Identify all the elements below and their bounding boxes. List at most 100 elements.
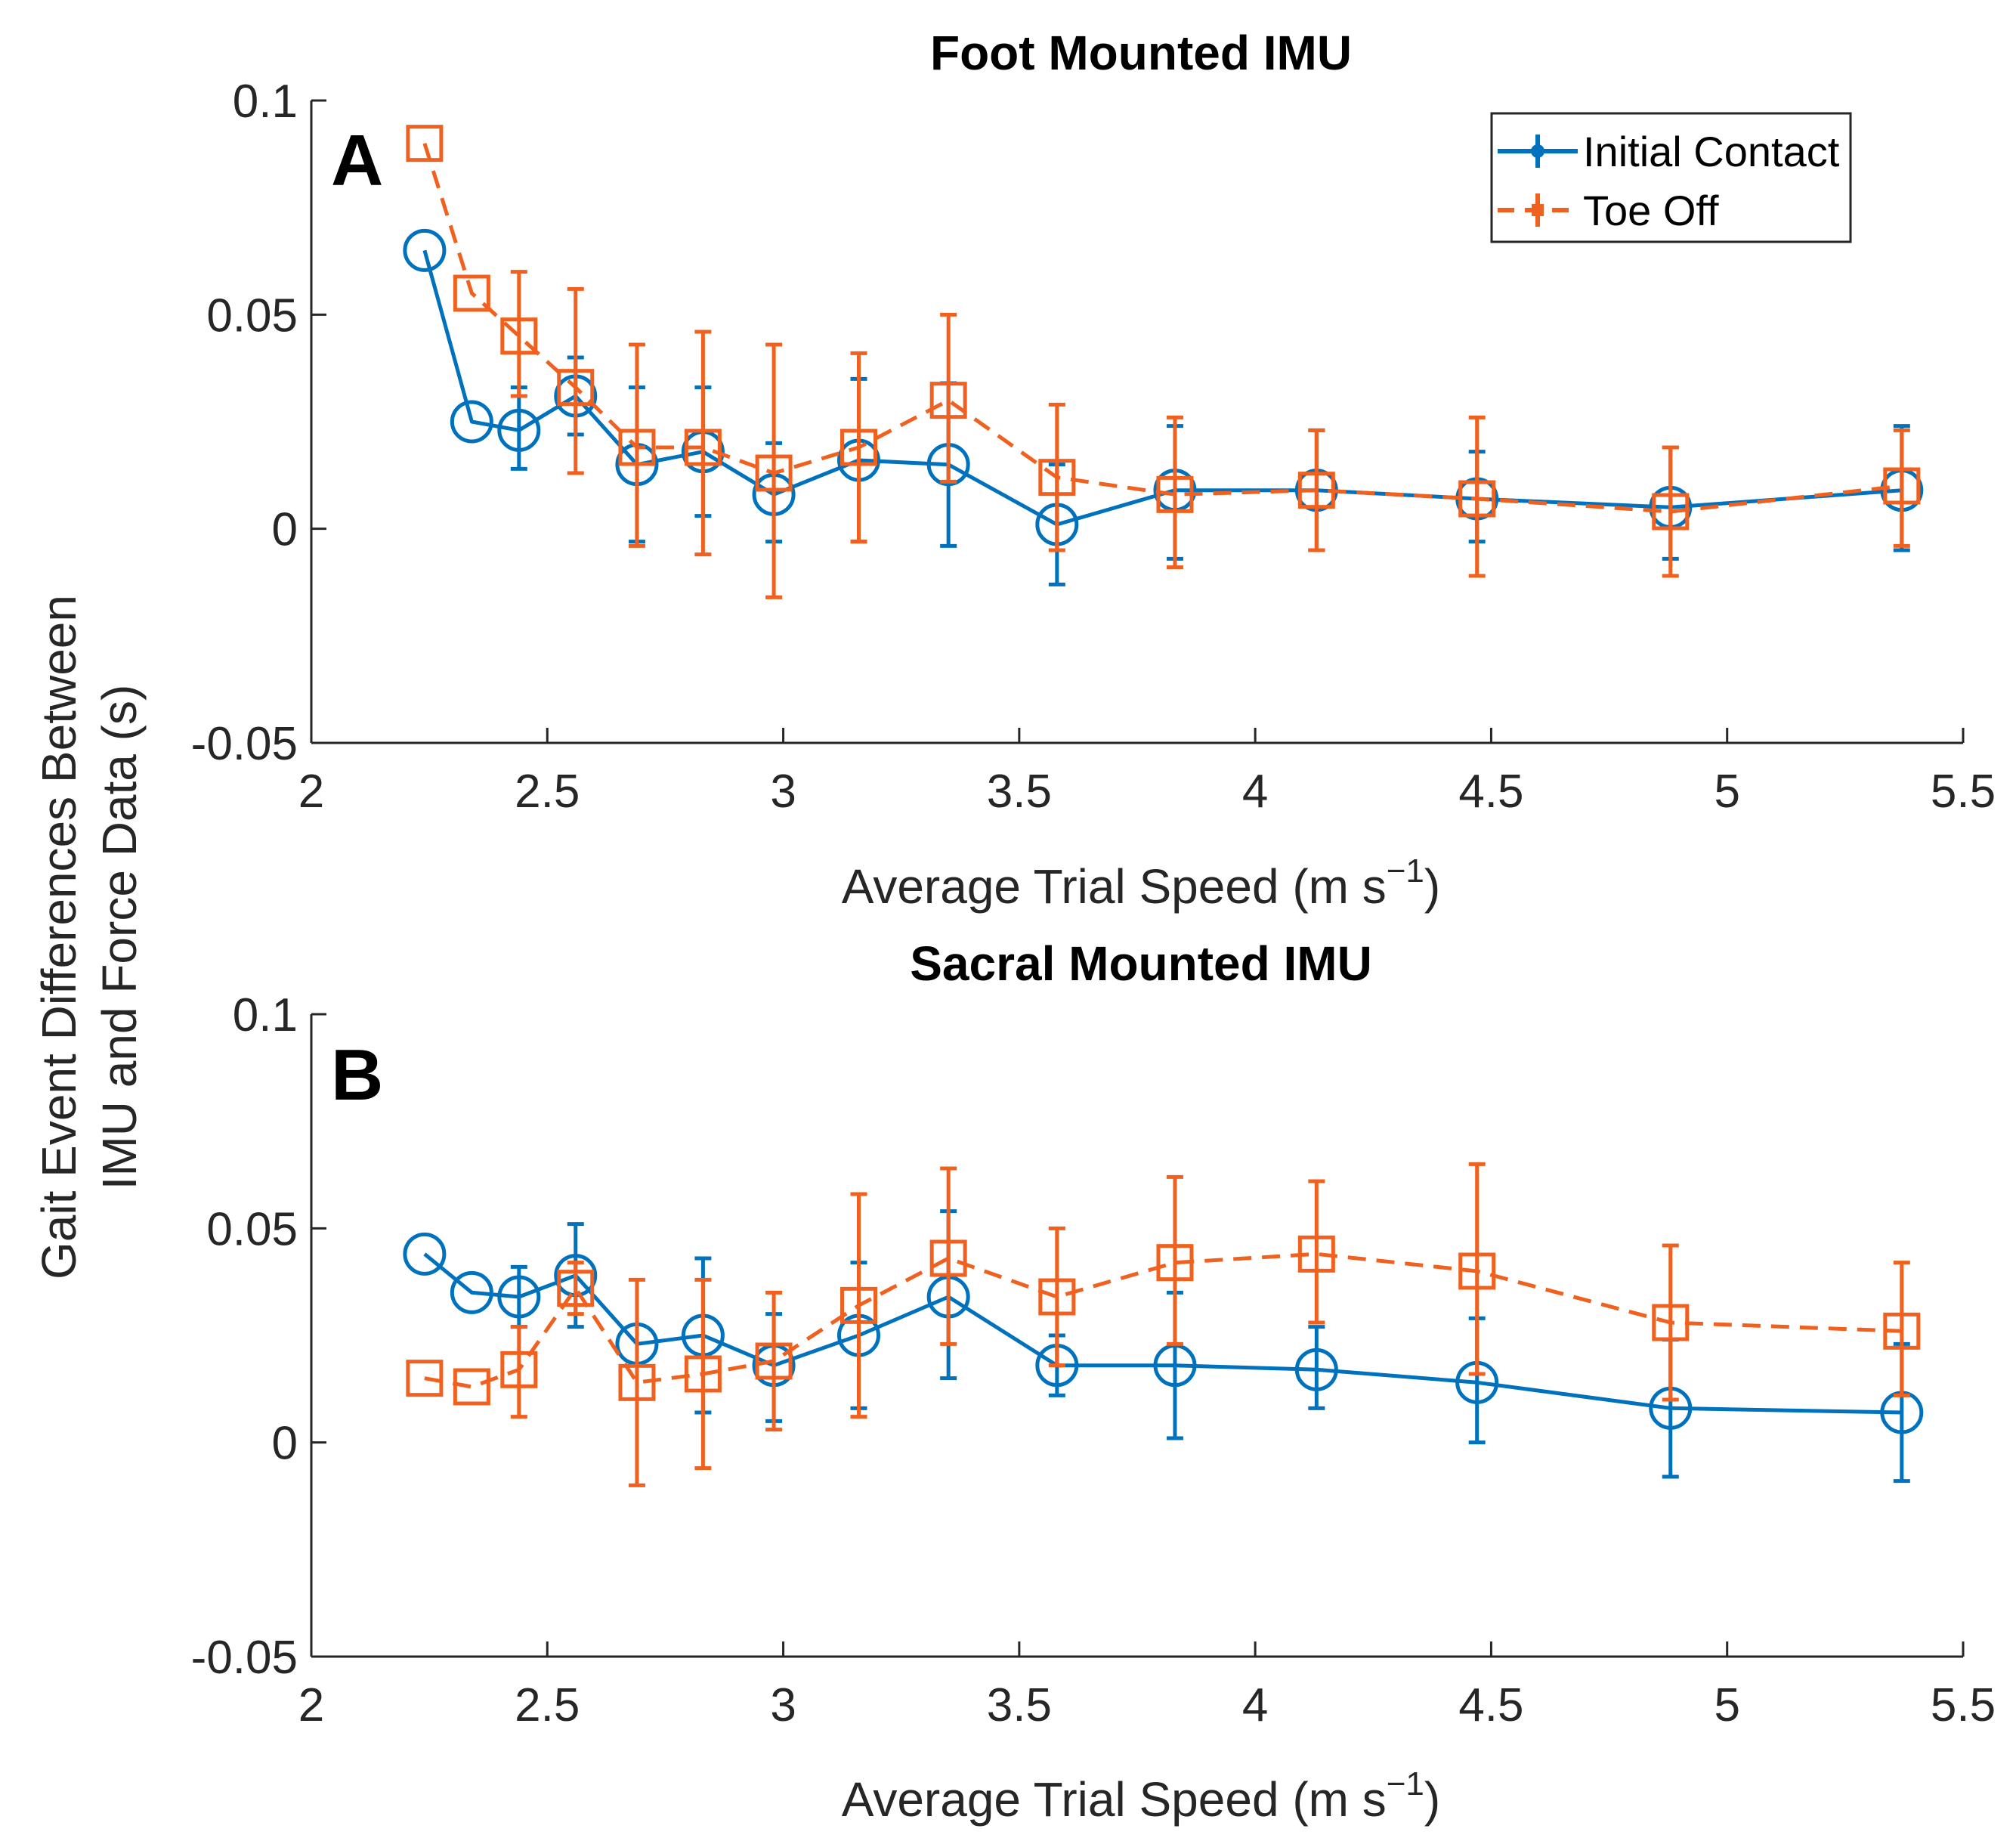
panel-a-toe-off-point: [1156, 475, 1194, 513]
panel-b-initial-contact-point: [1294, 1347, 1338, 1391]
panel-b-x-axis-label: Average Trial Speed (m s−1): [842, 1765, 1440, 1827]
panel-a-y-tick-label: 0.1: [233, 76, 298, 128]
panel-b-toe-off-point: [500, 1351, 538, 1388]
panel-b-initial-contact-errorbar: [1308, 1325, 1325, 1410]
panel-a-toe-off-errorbar: [1308, 428, 1325, 552]
legend-toe-off-label: Toe Off: [1583, 187, 1719, 234]
panel-b-letter: B: [331, 1035, 383, 1115]
panel-a-x-tick-label: 4.5: [1458, 766, 1523, 818]
y-axis-label-line2: IMU and Force Data (s): [92, 685, 147, 1190]
y-axis-label-line1: Gait Event Differences Between: [32, 595, 86, 1279]
panel-a-toe-off-errorbar: [510, 270, 527, 398]
panel-a-toe-off-errorbar: [1468, 415, 1486, 578]
panel-b-toe-off-errorbar: [1468, 1162, 1486, 1376]
panel-b-x-axis-label-close: ): [1424, 1772, 1440, 1827]
panel-b-toe-off-point: [929, 1239, 967, 1277]
panel-a-x-axis-label-exponent: −1: [1387, 852, 1424, 890]
panel-a-toe-off-errorbar: [765, 342, 783, 599]
panel-b-toe-off-errorbar: [1308, 1179, 1325, 1325]
panel-b-toe-off-errorbar: [694, 1277, 712, 1471]
panel-a-toe-off-errorbar: [1893, 428, 1910, 548]
panel-a-x-tick-label: 3.5: [987, 766, 1052, 818]
legend-initial-contact-marker: [1531, 144, 1544, 158]
panel-a-x-axis-label: Average Trial Speed (m s−1): [842, 852, 1440, 914]
panel-b-toe-off-point: [1883, 1312, 1921, 1350]
panel-a-toe-off-point: [453, 274, 490, 312]
panel-a-x-axis-label-main: Average Trial Speed (m s: [842, 859, 1387, 914]
panel-a-toe-off-point: [500, 317, 538, 355]
panel-a-x-tick-label: 2.5: [515, 766, 580, 818]
panel-a-x-tick-label: 3: [770, 766, 796, 818]
panel-b-x-axis-label-main: Average Trial Speed (m s: [842, 1772, 1387, 1827]
panel-a-title: Foot Mounted IMU: [930, 26, 1352, 80]
panel-b-toe-off-point: [755, 1342, 793, 1380]
panel-a-toe-off-point: [929, 382, 967, 419]
panel-a-toe-off-errorbar: [567, 286, 584, 475]
panel-b-toe-off-errorbar: [1048, 1226, 1065, 1368]
panel-a-toe-off-point: [1652, 493, 1690, 531]
legend-toe-off-marker: [1532, 204, 1544, 216]
panel-b-toe-off-point: [684, 1355, 722, 1393]
panel-a: 2 2.5 3 3.5 4 4.5 5 5.5 -0.05 0 0.05 0.1 Foot Mount…: [191, 26, 1996, 914]
panel-b: 2 2.5 3 3.5 4 4.5 5 5.5 -0.05 0 0.05 0.1 Sacral Mou…: [191, 936, 1996, 1827]
panel-a-toe-off-point: [1038, 459, 1076, 497]
panel-a-toe-off-point: [1458, 480, 1496, 518]
panel-b-toe-off-point: [618, 1363, 656, 1401]
panel-b-series: [403, 1162, 1924, 1487]
panel-b-axes: 2 2.5 3 3.5 4 4.5 5 5.5 -0.05 0 0.05 0.1: [191, 989, 1996, 1731]
panel-a-toe-off-errorbar: [1048, 402, 1065, 552]
panel-b-toe-off-point: [406, 1360, 444, 1397]
panel-a-toe-off-errorbar: [940, 312, 957, 484]
panel-a-y-tick-label: 0: [272, 504, 298, 556]
panel-b-x-tick-label: 3.5: [987, 1679, 1052, 1731]
panel-a-axes: 2 2.5 3 3.5 4 4.5 5 5.5 -0.05 0 0.05 0.1: [191, 76, 1996, 818]
panel-a-series: [403, 125, 1924, 599]
panel-b-toe-off-point: [1038, 1278, 1076, 1316]
panel-a-initial-contact-point: [403, 228, 447, 272]
panel-a-toe-off-errorbar: [628, 342, 645, 548]
panel-b-toe-off-point: [840, 1286, 878, 1324]
panel-a-toe-off-point: [618, 429, 656, 466]
panel-b-x-tick-label: 4.5: [1458, 1679, 1523, 1731]
panel-a-initial-contact-point: [450, 400, 493, 444]
panel-a-toe-off-point: [1297, 472, 1335, 509]
panel-a-letter: A: [331, 120, 383, 201]
panel-b-toe-off-errorbar: [1893, 1261, 1910, 1397]
panel-b-toe-off-point: [1652, 1304, 1690, 1341]
panel-a-toe-off-errorbar: [850, 351, 867, 544]
panel-b-toe-off-point: [453, 1368, 490, 1406]
panel-a-toe-off-errorbar: [1662, 445, 1679, 578]
panel-a-toe-off-point: [557, 369, 595, 407]
panel-b-toe-off-errorbar: [1166, 1174, 1183, 1346]
panel-a-toe-off-point: [755, 454, 793, 492]
panel-a-toe-off-errorbar: [694, 330, 712, 557]
panel-a-x-tick-label: 4: [1242, 766, 1268, 818]
legend-box: [1490, 112, 1852, 243]
panel-b-toe-off-errorbar: [510, 1325, 527, 1419]
panel-b-x-tick-label: 3: [770, 1679, 796, 1731]
panel-a-x-tick-label: 2: [298, 766, 324, 818]
panel-b-y-tick-label: -0.05: [191, 1632, 298, 1684]
panel-a-y-tick-label: -0.05: [191, 718, 298, 770]
panel-a-toe-off-point: [1883, 467, 1921, 505]
panel-b-toe-off-errorbar: [765, 1290, 783, 1432]
panel-b-toe-off-point: [1297, 1235, 1335, 1273]
panel-a-initial-contact-point: [497, 408, 541, 452]
panel-b-initial-contact-point: [403, 1232, 447, 1276]
panel-a-y-tick-label: 0.05: [206, 289, 298, 342]
panel-b-toe-off-errorbar: [940, 1166, 957, 1346]
panel-b-title: Sacral Mounted IMU: [910, 936, 1372, 991]
panel-b-y-tick-label: 0: [272, 1418, 298, 1470]
panel-b-initial-contact-point: [497, 1275, 541, 1319]
panel-a-toe-off-point: [840, 429, 878, 466]
panel-b-x-tick-label: 5.5: [1931, 1679, 1996, 1731]
panel-b-y-tick-label: 0.1: [233, 989, 298, 1041]
legend-initial-contact-label: Initial Contact: [1583, 128, 1840, 175]
panel-b-toe-off-point: [1156, 1244, 1194, 1282]
panel-b-x-tick-label: 2.5: [515, 1679, 580, 1731]
panel-b-x-tick-label: 5: [1714, 1679, 1739, 1731]
panel-b-toe-off-point: [557, 1270, 595, 1307]
panel-b-initial-contact-point: [450, 1270, 493, 1314]
